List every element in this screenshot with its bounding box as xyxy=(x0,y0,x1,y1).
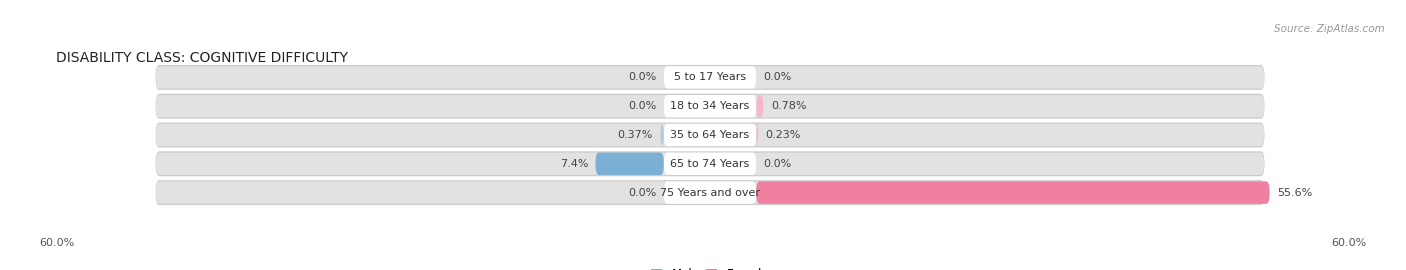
FancyBboxPatch shape xyxy=(596,153,664,175)
FancyBboxPatch shape xyxy=(156,66,1264,89)
Text: 0.0%: 0.0% xyxy=(628,72,657,82)
Legend: Male, Female: Male, Female xyxy=(651,268,769,270)
FancyBboxPatch shape xyxy=(664,124,756,146)
FancyBboxPatch shape xyxy=(664,66,756,89)
Text: 0.0%: 0.0% xyxy=(628,188,657,198)
FancyBboxPatch shape xyxy=(156,65,1264,90)
FancyBboxPatch shape xyxy=(156,181,1264,204)
Text: 5 to 17 Years: 5 to 17 Years xyxy=(673,72,747,82)
Text: 0.0%: 0.0% xyxy=(763,72,792,82)
Text: DISABILITY CLASS: COGNITIVE DIFFICULTY: DISABILITY CLASS: COGNITIVE DIFFICULTY xyxy=(56,51,349,65)
FancyBboxPatch shape xyxy=(661,124,664,146)
FancyBboxPatch shape xyxy=(156,153,1264,175)
Text: 0.0%: 0.0% xyxy=(763,159,792,169)
Text: 65 to 74 Years: 65 to 74 Years xyxy=(671,159,749,169)
Text: 0.37%: 0.37% xyxy=(617,130,652,140)
FancyBboxPatch shape xyxy=(664,95,756,117)
Text: 35 to 64 Years: 35 to 64 Years xyxy=(671,130,749,140)
FancyBboxPatch shape xyxy=(756,181,1270,204)
Text: Source: ZipAtlas.com: Source: ZipAtlas.com xyxy=(1274,24,1385,34)
FancyBboxPatch shape xyxy=(156,95,1264,117)
FancyBboxPatch shape xyxy=(156,124,1264,146)
Text: 7.4%: 7.4% xyxy=(560,159,588,169)
Text: 60.0%: 60.0% xyxy=(1331,238,1367,248)
FancyBboxPatch shape xyxy=(664,181,756,204)
Text: 60.0%: 60.0% xyxy=(39,238,75,248)
Text: 18 to 34 Years: 18 to 34 Years xyxy=(671,101,749,111)
Text: 75 Years and over: 75 Years and over xyxy=(659,188,761,198)
FancyBboxPatch shape xyxy=(156,94,1264,119)
FancyBboxPatch shape xyxy=(156,180,1264,205)
FancyBboxPatch shape xyxy=(156,123,1264,147)
FancyBboxPatch shape xyxy=(755,124,759,146)
FancyBboxPatch shape xyxy=(756,95,763,117)
Text: 0.78%: 0.78% xyxy=(770,101,806,111)
Text: 0.0%: 0.0% xyxy=(628,101,657,111)
Text: 55.6%: 55.6% xyxy=(1277,188,1312,198)
FancyBboxPatch shape xyxy=(156,151,1264,176)
Text: 0.23%: 0.23% xyxy=(766,130,801,140)
FancyBboxPatch shape xyxy=(664,153,756,175)
